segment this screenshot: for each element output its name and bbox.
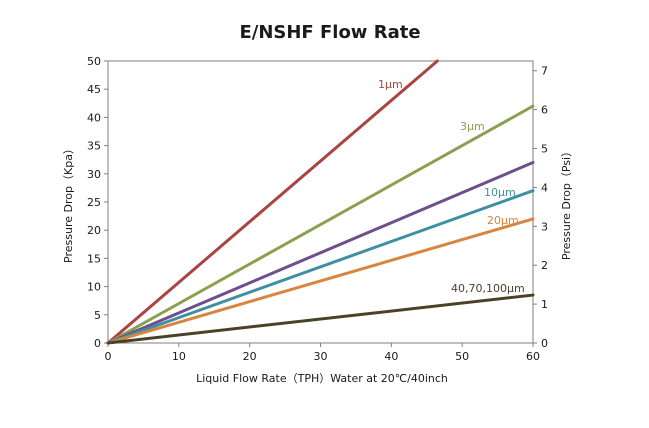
y2-tick-label: 6: [541, 104, 548, 117]
y2-tick-label: 4: [541, 181, 548, 194]
y-tick-label: 0: [94, 337, 101, 350]
y2-tick-label: 5: [541, 143, 548, 156]
axes: [107, 60, 534, 344]
y-tick-label: 15: [87, 252, 101, 265]
y2-axis-label: Pressure Drop（Psi）: [560, 146, 573, 260]
y-tick-label: 30: [87, 168, 101, 181]
y2-axis-ticks: 0 1 2 3 4 5 6 7: [533, 65, 548, 350]
y-axis-ticks: 0 5 10 15 20 25 30 35 40 45 50: [87, 55, 108, 350]
series-label: 10μm: [484, 186, 516, 199]
x-tick-label: 60: [526, 350, 540, 363]
x-axis-label: Liquid Flow Rate（TPH）Water at 20℃/40inch: [196, 372, 448, 385]
x-tick-label: 20: [243, 350, 257, 363]
series-label: 1μm: [378, 78, 403, 91]
series-line: [106, 104, 535, 345]
series-line: [106, 189, 535, 345]
series-labels: 1μm 3μm 10μm 20μm 40,70,100μm: [378, 78, 525, 295]
series-line: [106, 293, 535, 345]
x-axis-ticks: 0 10 20 30 40 50 60: [105, 343, 540, 363]
x-tick-label: 30: [314, 350, 328, 363]
y2-tick-label: 1: [541, 298, 548, 311]
x-tick-label: 50: [455, 350, 469, 363]
x-tick-label: 40: [384, 350, 398, 363]
y-tick-label: 40: [87, 111, 101, 124]
y2-tick-label: 3: [541, 220, 548, 233]
y2-tick-label: 7: [541, 65, 548, 78]
y-tick-label: 50: [87, 55, 101, 68]
series-line: [106, 161, 535, 345]
y-tick-label: 35: [87, 140, 101, 153]
y2-tick-label: 0: [541, 337, 548, 350]
series-label: 40,70,100μm: [451, 282, 525, 295]
chart-title: E/NSHF Flow Rate: [239, 22, 420, 43]
series-label: 3μm: [460, 120, 485, 133]
y-tick-label: 10: [87, 281, 101, 294]
y-tick-label: 45: [87, 83, 101, 96]
y-tick-label: 20: [87, 224, 101, 237]
series-line: [106, 217, 535, 345]
plot-frame: [107, 60, 534, 344]
x-tick-label: 10: [172, 350, 186, 363]
x-tick-label: 0: [105, 350, 112, 363]
series-line: [106, 59, 439, 345]
series-label: 20μm: [487, 214, 519, 227]
y-tick-label: 5: [94, 309, 101, 322]
y-axis-label: Pressure Drop（Kpa）: [62, 143, 75, 263]
y-tick-label: 25: [87, 196, 101, 209]
series-lines: [106, 59, 535, 345]
y2-tick-label: 2: [541, 259, 548, 272]
